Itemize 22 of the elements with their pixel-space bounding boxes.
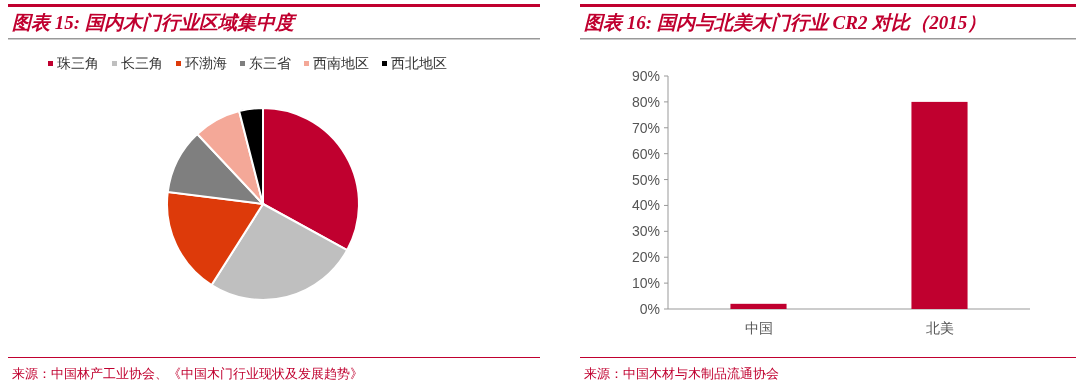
y-tick-label: 80% xyxy=(631,93,660,110)
y-tick-label: 40% xyxy=(631,197,660,214)
legend-label: 西南地区 xyxy=(313,56,369,71)
chart-title: 图表 15: 国内木门行业区域集中度 xyxy=(12,12,298,33)
y-tick-label: 70% xyxy=(631,119,660,136)
x-tick-label: 中国 xyxy=(744,320,773,336)
y-tick-label: 30% xyxy=(631,223,660,240)
source-note: 来源：中国木材与木制品流通协会 xyxy=(584,366,779,381)
y-tick-label: 50% xyxy=(631,171,660,188)
y-tick-label: 10% xyxy=(631,275,660,292)
x-tick-label: 北美 xyxy=(925,320,954,336)
y-tick-label: 90% xyxy=(631,68,660,84)
legend-label: 环渤海 xyxy=(185,56,227,71)
legend-label: 珠三角 xyxy=(57,56,99,71)
y-tick-label: 20% xyxy=(631,249,660,266)
legend-label: 西北地区 xyxy=(391,56,447,71)
chart-title: 图表 16: 国内与北美木门行业 CR2 对比（2015） xyxy=(584,12,987,33)
y-tick-label: 0% xyxy=(639,301,660,317)
legend-label: 东三省 xyxy=(249,56,291,71)
y-tick-label: 60% xyxy=(631,145,660,162)
legend-label: 长三角 xyxy=(121,56,163,71)
source-note: 来源：中国林产工业协会、《中国木门行业现状及发展趋势》 xyxy=(12,366,363,381)
